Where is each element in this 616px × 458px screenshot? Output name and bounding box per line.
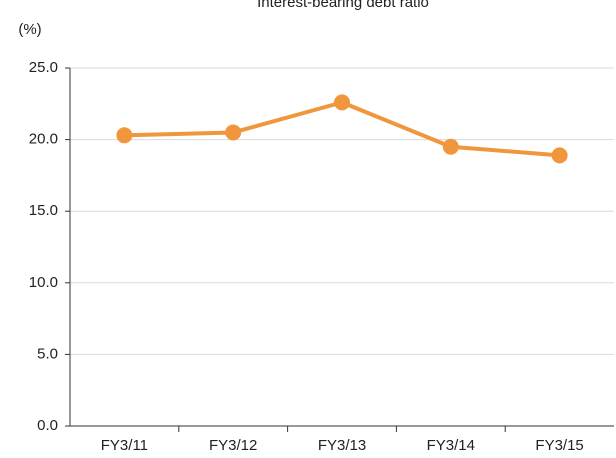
point [442,138,459,155]
chart-title: Interest-bearing debt ratio [257,0,429,11]
y-tick-label: 25.0 [29,59,58,76]
y-tick-label: 15.0 [29,202,58,219]
point [116,127,133,144]
x-tick-label: FY3/13 [318,437,366,454]
y-axis-label: (%) [18,21,41,38]
x-tick-label: FY3/11 [101,437,148,454]
x-tick-label: FY3/12 [209,437,257,454]
x-tick-label: FY3/14 [427,437,475,454]
y-tick-label: 0.0 [37,417,58,434]
point [551,147,568,164]
point [225,124,242,141]
y-tick-label: 5.0 [37,345,58,362]
x-tick-label: FY3/15 [535,437,583,454]
y-tick-label: 10.0 [29,274,58,291]
point [334,94,350,111]
y-tick-label: 20.0 [29,131,58,148]
